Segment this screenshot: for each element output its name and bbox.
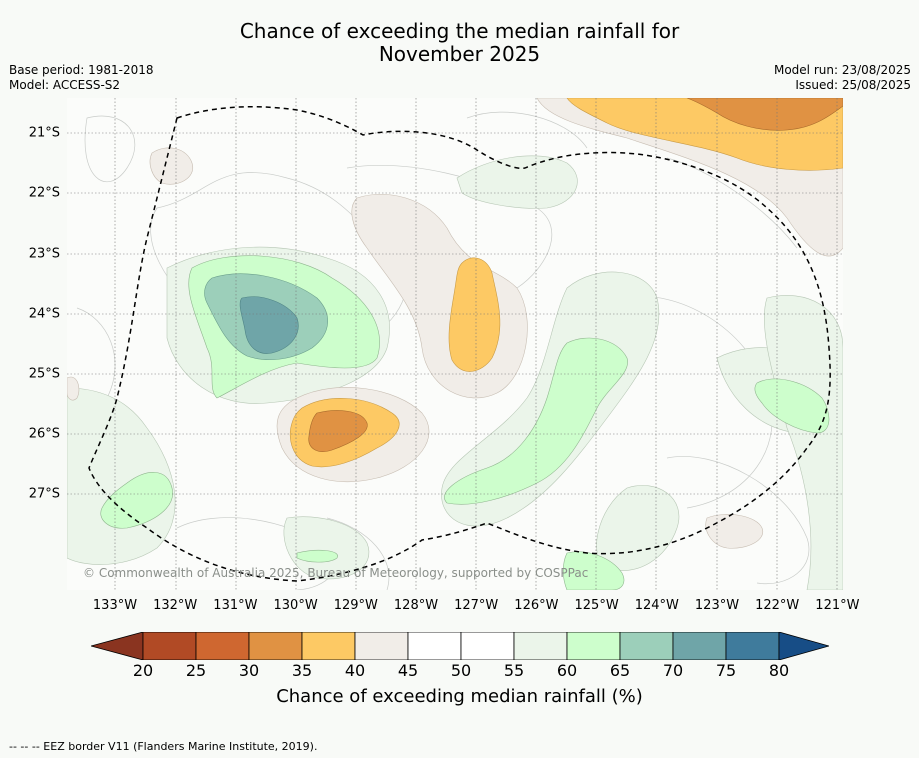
latitude-label: 23°S [28, 246, 60, 262]
colorbar-swatch [513, 632, 568, 660]
title-line-1: Chance of exceeding the median rainfall … [239, 19, 680, 43]
latitude-label: 21°S [28, 125, 60, 141]
longitude-label: 125°W [574, 598, 619, 613]
colorbar-tick-label: 60 [556, 661, 578, 680]
map-svg [67, 98, 843, 590]
colorbar-under-arrow [91, 632, 144, 660]
longitude-label: 131°W [213, 598, 258, 613]
colorbar-tick-label: 30 [238, 661, 260, 680]
fill-70-75 [239, 296, 299, 354]
colorbar-swatch [142, 632, 197, 660]
colorbar-label: Chance of exceeding median rainfall (%) [276, 686, 643, 707]
longitude-label: 124°W [634, 598, 679, 613]
meta-left: Base period: 1981-2018 Model: ACCESS-S2 [9, 63, 154, 93]
eez-legend-note: -- -- -- EEZ border V11 (Flanders Marine… [9, 740, 318, 753]
latitude-label: 25°S [28, 366, 60, 382]
colorbar-swatch [195, 632, 250, 660]
colorbar-swatch [619, 632, 674, 660]
copyright-notice: © Commonwealth of Australia 2025, Bureau… [83, 566, 589, 580]
colorbar-swatch [725, 632, 780, 660]
colorbar-tick-label: 80 [768, 661, 790, 680]
colorbar [91, 632, 829, 660]
latitude-label: 24°S [28, 306, 60, 322]
colorbar-swatch [407, 632, 462, 660]
map-panel: © Commonwealth of Australia 2025, Bureau… [67, 98, 843, 590]
chart-title: Chance of exceeding the median rainfall … [0, 20, 919, 66]
colorbar-tick-label: 40 [344, 661, 366, 680]
colorbar-swatch [301, 632, 356, 660]
model-name: Model: ACCESS-S2 [9, 78, 121, 92]
longitude-label: 132°W [153, 598, 198, 613]
meta-right: Model run: 23/08/2025 Issued: 25/08/2025 [774, 63, 911, 93]
longitude-label: 126°W [514, 598, 559, 613]
longitude-label: 129°W [333, 598, 378, 613]
colorbar-swatch [354, 632, 409, 660]
model-run: Model run: 23/08/2025 [773, 63, 911, 77]
colorbar-over-arrow [778, 632, 829, 660]
latitude-label: 22°S [28, 185, 60, 201]
longitude-label: 122°W [755, 598, 800, 613]
latitude-label: 26°S [28, 426, 60, 442]
eez-border [88, 105, 831, 582]
longitude-label: 127°W [454, 598, 499, 613]
latitude-label: 27°S [28, 486, 60, 502]
colorbar-swatch [460, 632, 515, 660]
colorbar-swatch [672, 632, 727, 660]
colorbar-swatch [248, 632, 303, 660]
title-line-2: November 2025 [378, 42, 541, 66]
issued-date: Issued: 25/08/2025 [795, 78, 911, 92]
colorbar-tick-label: 35 [291, 661, 313, 680]
colorbar-tick-label: 50 [450, 661, 472, 680]
longitude-label: 123°W [694, 598, 740, 613]
colorbar-tick-label: 25 [185, 661, 207, 680]
longitude-label: 130°W [273, 598, 318, 613]
colorbar-tick-label: 45 [397, 661, 419, 680]
longitude-label: 128°W [393, 598, 439, 613]
colorbar-tick-label: 55 [503, 661, 525, 680]
base-period: Base period: 1981-2018 [9, 63, 154, 77]
longitude-label: 133°W [92, 598, 138, 613]
longitude-label: 121°W [815, 598, 860, 613]
colorbar-tick-label: 65 [609, 661, 631, 680]
colorbar-tick-label: 75 [715, 661, 737, 680]
colorbar-tick-label: 70 [662, 661, 684, 680]
colorbar-swatch [566, 632, 621, 660]
fill-30-35 [308, 98, 843, 452]
colorbar-tick-label: 20 [132, 661, 154, 680]
graticule [67, 98, 843, 590]
